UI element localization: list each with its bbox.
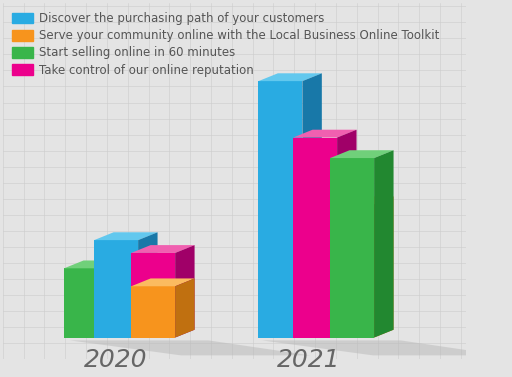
Legend: Discover the purchasing path of your customers, Serve your community online with: Discover the purchasing path of your cus… [9,9,443,80]
Polygon shape [131,279,195,286]
Text: 2020: 2020 [84,348,148,372]
Polygon shape [330,204,374,337]
Polygon shape [293,138,337,337]
Polygon shape [330,196,394,204]
Polygon shape [131,253,175,337]
Polygon shape [293,130,356,138]
Polygon shape [259,81,303,337]
Polygon shape [374,196,394,337]
Polygon shape [175,279,195,337]
Polygon shape [108,261,127,337]
Polygon shape [337,130,356,337]
Polygon shape [374,150,394,337]
Polygon shape [94,232,158,240]
Polygon shape [94,240,138,337]
Polygon shape [70,340,310,356]
Polygon shape [175,245,195,337]
Polygon shape [259,73,322,81]
Polygon shape [330,158,374,337]
Polygon shape [131,245,195,253]
Polygon shape [131,286,175,337]
Text: 2021: 2021 [276,348,340,372]
Polygon shape [262,340,502,356]
Polygon shape [64,268,108,337]
Polygon shape [303,73,322,337]
Polygon shape [330,150,394,158]
Polygon shape [138,232,158,337]
Polygon shape [64,261,127,268]
